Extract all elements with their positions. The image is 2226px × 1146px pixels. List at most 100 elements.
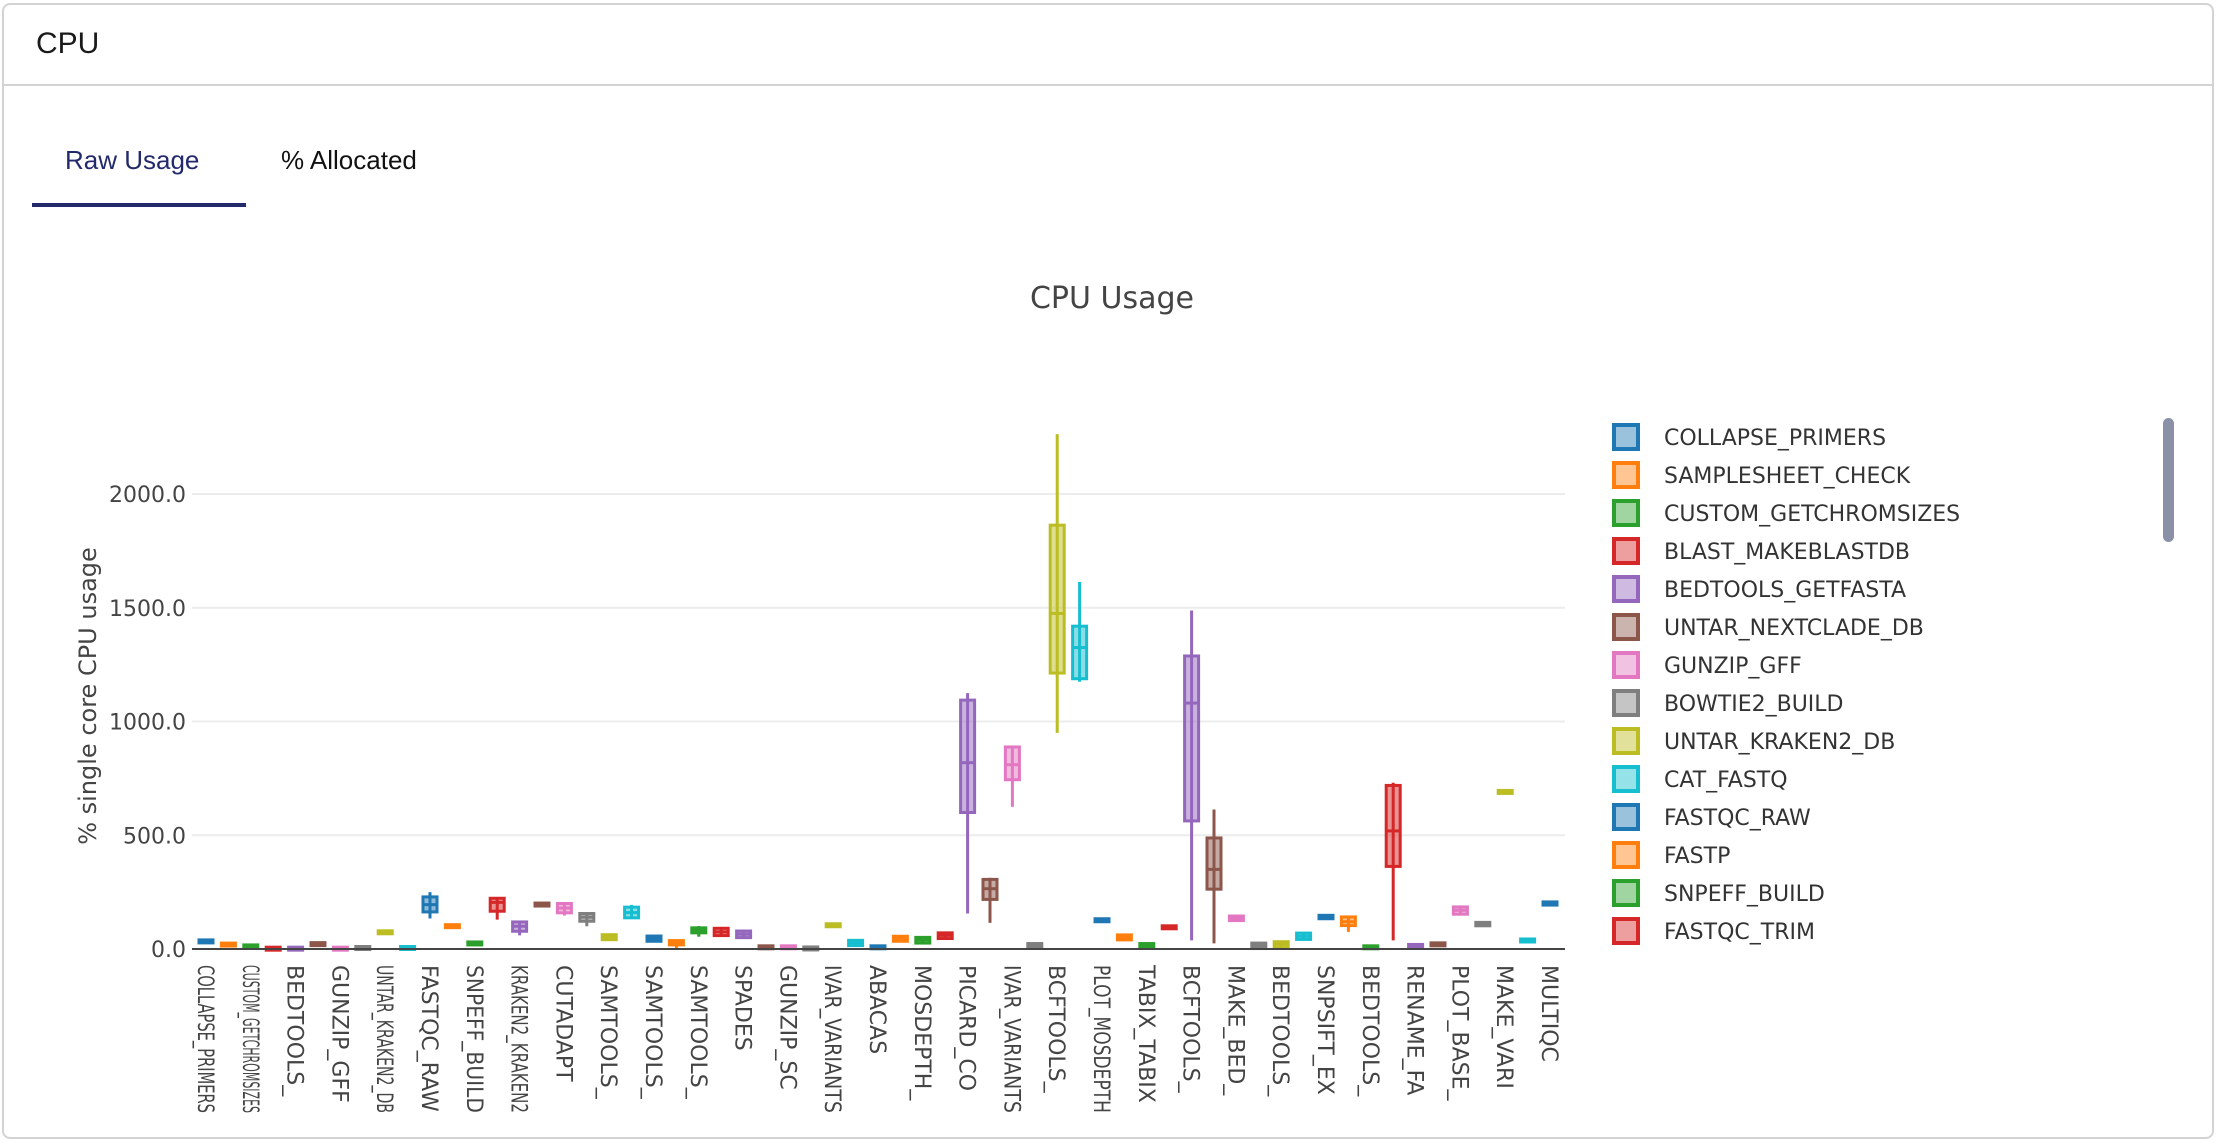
x-tick-label: BCFTOOLS_ [1043,965,1068,1094]
box-trace [511,920,529,936]
box-trace [667,939,685,949]
box-trace [735,929,753,940]
x-tick-label: SPADES [730,965,755,1051]
box-trace [1541,900,1559,907]
x-tick-label: CUTADAPT [550,965,575,1082]
y-tick-label: 0.0 [151,938,186,963]
y-tick-label: 2000.0 [109,483,186,508]
box-trace [981,877,999,923]
x-tick-label: MULTIQC [1536,965,1561,1062]
legend-item[interactable]: UNTAR_KRAKEN2_DB [1612,727,1895,755]
x-tick-label: SNPSIFT_EX [1312,965,1337,1095]
x-tick-label: PLOT_MOSDEPTH [1088,965,1113,1113]
legend-label: COLLAPSE_PRIMERS [1664,426,1886,451]
y-axis-title: % single core CPU usage [74,547,102,845]
x-tick-label: SAMTOOLS_ [595,965,620,1100]
box-trace [309,941,327,948]
box-trace [1160,924,1178,931]
y-tick-label: 500.0 [123,824,186,849]
x-tick-label: PICARD_CO [954,965,979,1091]
tab-percent-allocated[interactable]: % Allocated [281,145,417,175]
box-trace [1115,933,1133,942]
box-trace [623,904,641,920]
box-trace [1496,788,1514,795]
tab-raw-usage[interactable]: Raw Usage [65,145,200,175]
box-trace [1227,914,1245,923]
box-trace [1026,942,1044,950]
box-trace [443,923,461,930]
box-trace [824,922,842,929]
box-trace [914,935,932,945]
x-tick-label: SAMTOOLS_ [640,965,665,1100]
box-trace [1138,942,1156,950]
legend-label: BEDTOOLS_GETFASTA [1664,578,1906,603]
box-trace [1407,942,1425,950]
legend-swatch-icon [1612,841,1640,869]
box-trace [1071,582,1089,682]
panel-header: CPU [4,5,2212,86]
x-tick-label: BEDTOOLS_ [1267,965,1292,1097]
x-tick-label: TABIX_TABIX [1133,964,1158,1103]
x-tick-label: SNPEFF_BUILD [461,965,486,1113]
legend-label: SAMPLESHEET_CHECK [1664,464,1911,489]
box-trace [936,931,954,941]
box-trace [645,934,663,943]
box-trace [1317,913,1335,921]
box-body [1071,624,1089,681]
legend-item[interactable]: SNPEFF_BUILD [1612,879,1825,907]
box-trace [1272,940,1290,950]
x-tick-label: GUNZIP_SC [774,965,799,1090]
box-trace [891,934,909,943]
box-trace [1205,809,1223,944]
active-tab-indicator [32,203,246,207]
box-trace [1451,905,1469,916]
legend-item[interactable]: GUNZIP_GFF [1612,651,1802,679]
box-trace [219,941,237,948]
x-tick-label: MOSDEPTH_ [909,965,934,1101]
legend-item[interactable]: FASTQC_TRIM [1612,917,1815,945]
legend-swatch-icon [1612,765,1640,793]
legend-swatch-icon [1612,575,1640,603]
legend-item[interactable]: FASTP [1612,841,1730,869]
chart-title: CPU Usage [1030,281,1194,316]
box-trace [847,938,865,948]
legend-item[interactable]: CUSTOM_GETCHROMSIZES [1612,499,1960,527]
x-tick-label: CUSTOM_GETCHROMSIZES [237,965,262,1113]
box-trace [600,933,618,942]
x-tick-label: ABACAS [864,965,889,1054]
legend-item[interactable]: BEDTOOLS_GETFASTA [1612,575,1906,603]
x-tick-label: KRAKEN2_KRAKEN2 [506,965,531,1113]
box-trace [421,892,439,919]
box-trace [1048,434,1066,733]
legend-label: CUSTOM_GETCHROMSIZES [1664,502,1960,527]
y-tick-label: 1500.0 [109,597,186,622]
legend-item[interactable]: COLLAPSE_PRIMERS [1612,423,1886,451]
legend-item[interactable]: UNTAR_NEXTCLADE_DB [1612,613,1924,641]
legend-swatch-icon [1612,499,1640,527]
x-tick-label: SAMTOOLS_ [685,965,710,1100]
legend-swatch-icon [1612,613,1640,641]
legend-item[interactable]: BOWTIE2_BUILD [1612,689,1843,717]
legend-label: FASTQC_RAW [1664,806,1811,831]
x-tick-label: PLOT_BASE_ [1446,965,1471,1102]
box-trace [488,896,506,920]
legend-item[interactable]: CAT_FASTQ [1612,765,1788,793]
box-trace [197,938,215,945]
box-body [1048,523,1066,675]
legend-scrollbar[interactable] [2163,418,2174,542]
cpu-panel: CPU [2,3,2214,1139]
legend-item[interactable]: FASTQC_RAW [1612,803,1811,831]
box-trace [555,902,573,916]
box-trace [712,926,730,938]
legend-item[interactable]: BLAST_MAKEBLASTDB [1612,537,1910,565]
x-tick-label: IVAR_VARIANTS [819,965,844,1113]
legend-swatch-icon [1612,537,1640,565]
box-body [959,698,977,814]
x-tick-label: MAKE_BED_ [1222,965,1247,1096]
legend-swatch-icon [1612,461,1640,489]
box-trace [1003,745,1021,807]
box-trace [242,943,260,950]
box-trace [533,901,551,908]
legend-item[interactable]: SAMPLESHEET_CHECK [1612,461,1911,489]
